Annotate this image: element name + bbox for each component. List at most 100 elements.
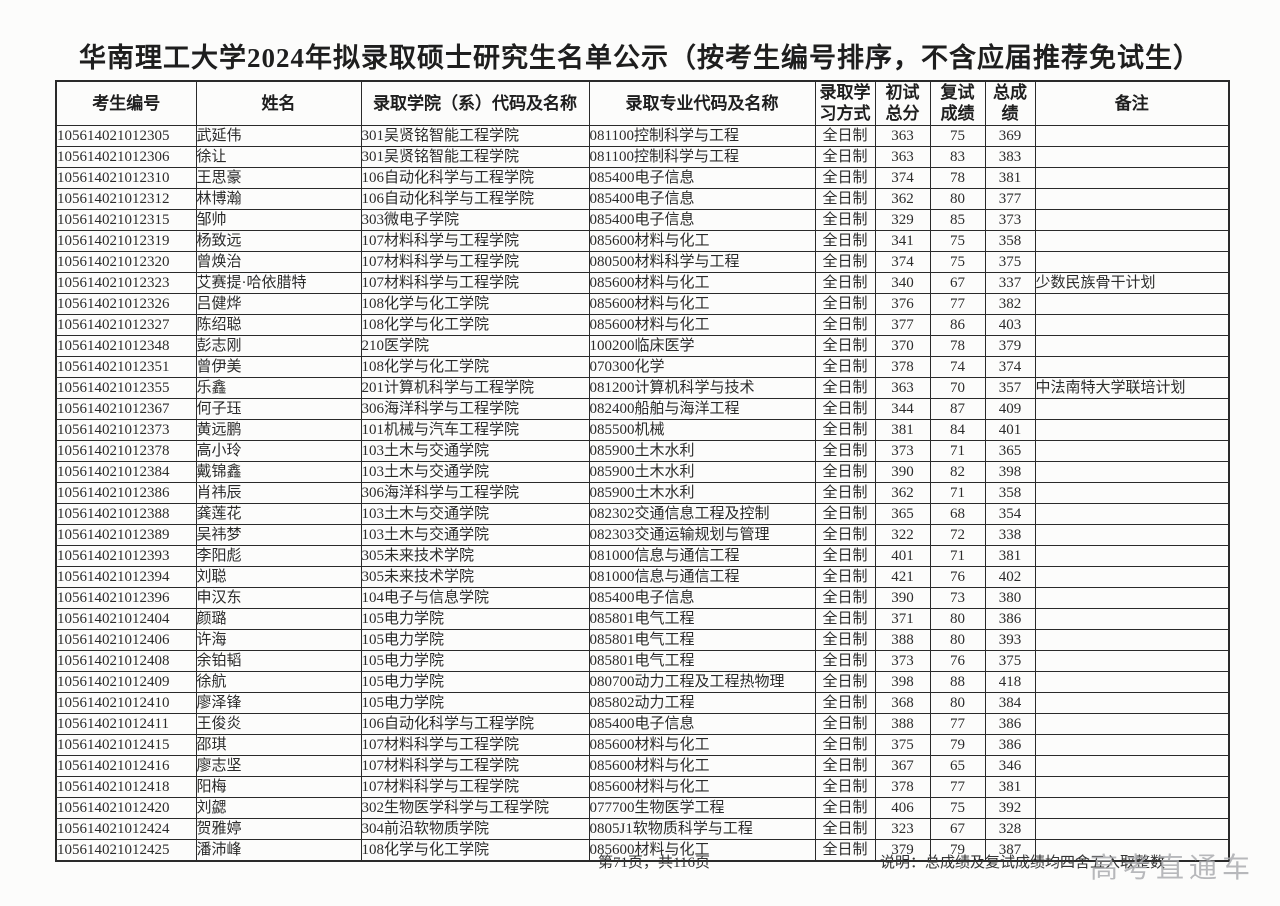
table-row: 105614021012389 吴祎梦 103土木与交通学院 082303交通运输规划… <box>55 523 1230 546</box>
cell-exam-number: 105614021012409 <box>55 670 197 693</box>
cell-major: 080700动力工程及工程热物理 <box>588 670 816 693</box>
cell-remark <box>1034 838 1230 861</box>
cell-college: 103土木与交通学院 <box>360 502 590 525</box>
cell-study-mode: 全日制 <box>814 523 876 546</box>
cell-initial-score: 362 <box>874 187 931 210</box>
cell-name: 刘勰 <box>195 796 362 819</box>
table-row: 105614021012327 陈绍聪 108化学与化工学院 085600材料与化工全… <box>55 313 1230 336</box>
cell-remark <box>1034 439 1230 462</box>
cell-initial-score: 374 <box>874 166 931 189</box>
cell-total-score: 386 <box>984 607 1036 630</box>
cell-major: 085600材料与化工 <box>588 313 816 336</box>
cell-total-score: 365 <box>984 439 1036 462</box>
table-row: 105614021012420 刘勰 302生物医学科学与工程学院 077700生物医… <box>55 796 1230 819</box>
cell-college: 107材料科学与工程学院 <box>360 250 590 273</box>
cell-total-score: 375 <box>984 649 1036 672</box>
cell-college: 301吴贤铭智能工程学院 <box>360 145 590 168</box>
cell-major: 085600材料与化工 <box>588 838 816 861</box>
cell-retest-score: 77 <box>929 292 986 315</box>
cell-retest-score: 86 <box>929 313 986 336</box>
cell-retest-score: 84 <box>929 418 986 441</box>
table-row: 105614021012367 何子珏 306海洋科学与工程学院 082400船舶与海… <box>55 397 1230 420</box>
cell-total-score: 401 <box>984 418 1036 441</box>
table-row: 105614021012315 邹帅 303微电子学院 085400电子信息 全日制 32… <box>55 208 1230 231</box>
table-row: 105614021012319 杨致远 107材料科学与工程学院 085600材料与化… <box>55 229 1230 252</box>
cell-name: 艾赛提·哈依腊特 <box>195 271 362 294</box>
cell-remark <box>1034 397 1230 420</box>
cell-study-mode: 全日制 <box>814 271 876 294</box>
cell-initial-score: 381 <box>874 418 931 441</box>
cell-major: 085400电子信息 <box>588 166 816 189</box>
cell-total-score: 369 <box>984 124 1036 147</box>
cell-major: 081000信息与通信工程 <box>588 544 816 567</box>
cell-initial-score: 365 <box>874 502 931 525</box>
cell-study-mode: 全日制 <box>814 586 876 609</box>
table-row: 105614021012386 肖祎辰 306海洋科学与工程学院 085900土木水利… <box>55 481 1230 504</box>
table-row: 105614021012404 颜璐 105电力学院 085801电气工程 全日制 371… <box>55 607 1230 630</box>
cell-remark <box>1034 817 1230 840</box>
cell-retest-score: 87 <box>929 397 986 420</box>
cell-major: 077700生物医学工程 <box>588 796 816 819</box>
cell-study-mode: 全日制 <box>814 565 876 588</box>
cell-initial-score: 344 <box>874 397 931 420</box>
cell-retest-score: 82 <box>929 460 986 483</box>
cell-major: 100200临床医学 <box>588 334 816 357</box>
cell-initial-score: 329 <box>874 208 931 231</box>
cell-exam-number: 105614021012394 <box>55 565 197 588</box>
cell-exam-number: 105614021012351 <box>55 355 197 378</box>
cell-total-score: 338 <box>984 523 1036 546</box>
cell-exam-number: 105614021012418 <box>55 775 197 798</box>
cell-retest-score: 76 <box>929 565 986 588</box>
cell-total-score: 398 <box>984 460 1036 483</box>
header-total-score: 总成 绩 <box>984 80 1036 126</box>
cell-name: 武延伟 <box>195 124 362 147</box>
cell-total-score: 380 <box>984 586 1036 609</box>
cell-major: 080500材料科学与工程 <box>588 250 816 273</box>
cell-initial-score: 341 <box>874 229 931 252</box>
cell-name: 廖志坚 <box>195 754 362 777</box>
cell-study-mode: 全日制 <box>814 733 876 756</box>
cell-initial-score: 375 <box>874 733 931 756</box>
cell-exam-number: 105614021012388 <box>55 502 197 525</box>
table-body: 105614021012305 武延伟 301吴贤铭智能工程学院 081100控制科学… <box>55 124 1230 861</box>
cell-college: 107材料科学与工程学院 <box>360 229 590 252</box>
footer-note: 说明：总成绩及复试成绩均四舍五入取整数 <box>880 855 1166 871</box>
cell-total-score: 381 <box>984 166 1036 189</box>
header-study-mode: 录取学 习方式 <box>814 80 876 126</box>
cell-name: 林博瀚 <box>195 187 362 210</box>
table-row: 105614021012393 李阳彪 305未来技术学院 081000信息与通信工程… <box>55 544 1230 567</box>
table-row: 105614021012418 阳梅 107材料科学与工程学院 085600材料与化工… <box>55 775 1230 798</box>
cell-initial-score: 379 <box>874 838 931 861</box>
cell-initial-score: 377 <box>874 313 931 336</box>
cell-name: 黄远鹏 <box>195 418 362 441</box>
cell-total-score: 418 <box>984 670 1036 693</box>
cell-name: 彭志刚 <box>195 334 362 357</box>
header-retest-score: 复试 成绩 <box>929 80 986 126</box>
cell-retest-score: 70 <box>929 376 986 399</box>
cell-college: 103土木与交通学院 <box>360 460 590 483</box>
table-row: 105614021012323 艾赛提·哈依腊特 107材料科学与工程学院 08560… <box>55 271 1230 294</box>
cell-name: 乐鑫 <box>195 376 362 399</box>
cell-major: 0805J1软物质科学与工程 <box>588 817 816 840</box>
cell-major: 085802动力工程 <box>588 691 816 714</box>
cell-remark <box>1034 460 1230 483</box>
cell-initial-score: 373 <box>874 439 931 462</box>
cell-name: 余铂韬 <box>195 649 362 672</box>
cell-name: 贺雅婷 <box>195 817 362 840</box>
cell-name: 邹帅 <box>195 208 362 231</box>
cell-name: 阳梅 <box>195 775 362 798</box>
cell-study-mode: 全日制 <box>814 376 876 399</box>
cell-remark <box>1034 586 1230 609</box>
cell-exam-number: 105614021012393 <box>55 544 197 567</box>
cell-study-mode: 全日制 <box>814 250 876 273</box>
cell-exam-number: 105614021012315 <box>55 208 197 231</box>
cell-remark <box>1034 691 1230 714</box>
cell-study-mode: 全日制 <box>814 418 876 441</box>
cell-retest-score: 77 <box>929 775 986 798</box>
cell-exam-number: 105614021012367 <box>55 397 197 420</box>
cell-remark <box>1034 775 1230 798</box>
cell-initial-score: 406 <box>874 796 931 819</box>
cell-study-mode: 全日制 <box>814 145 876 168</box>
cell-initial-score: 398 <box>874 670 931 693</box>
table-row: 105614021012388 龚莲花 103土木与交通学院 082302交通信息工程… <box>55 502 1230 525</box>
